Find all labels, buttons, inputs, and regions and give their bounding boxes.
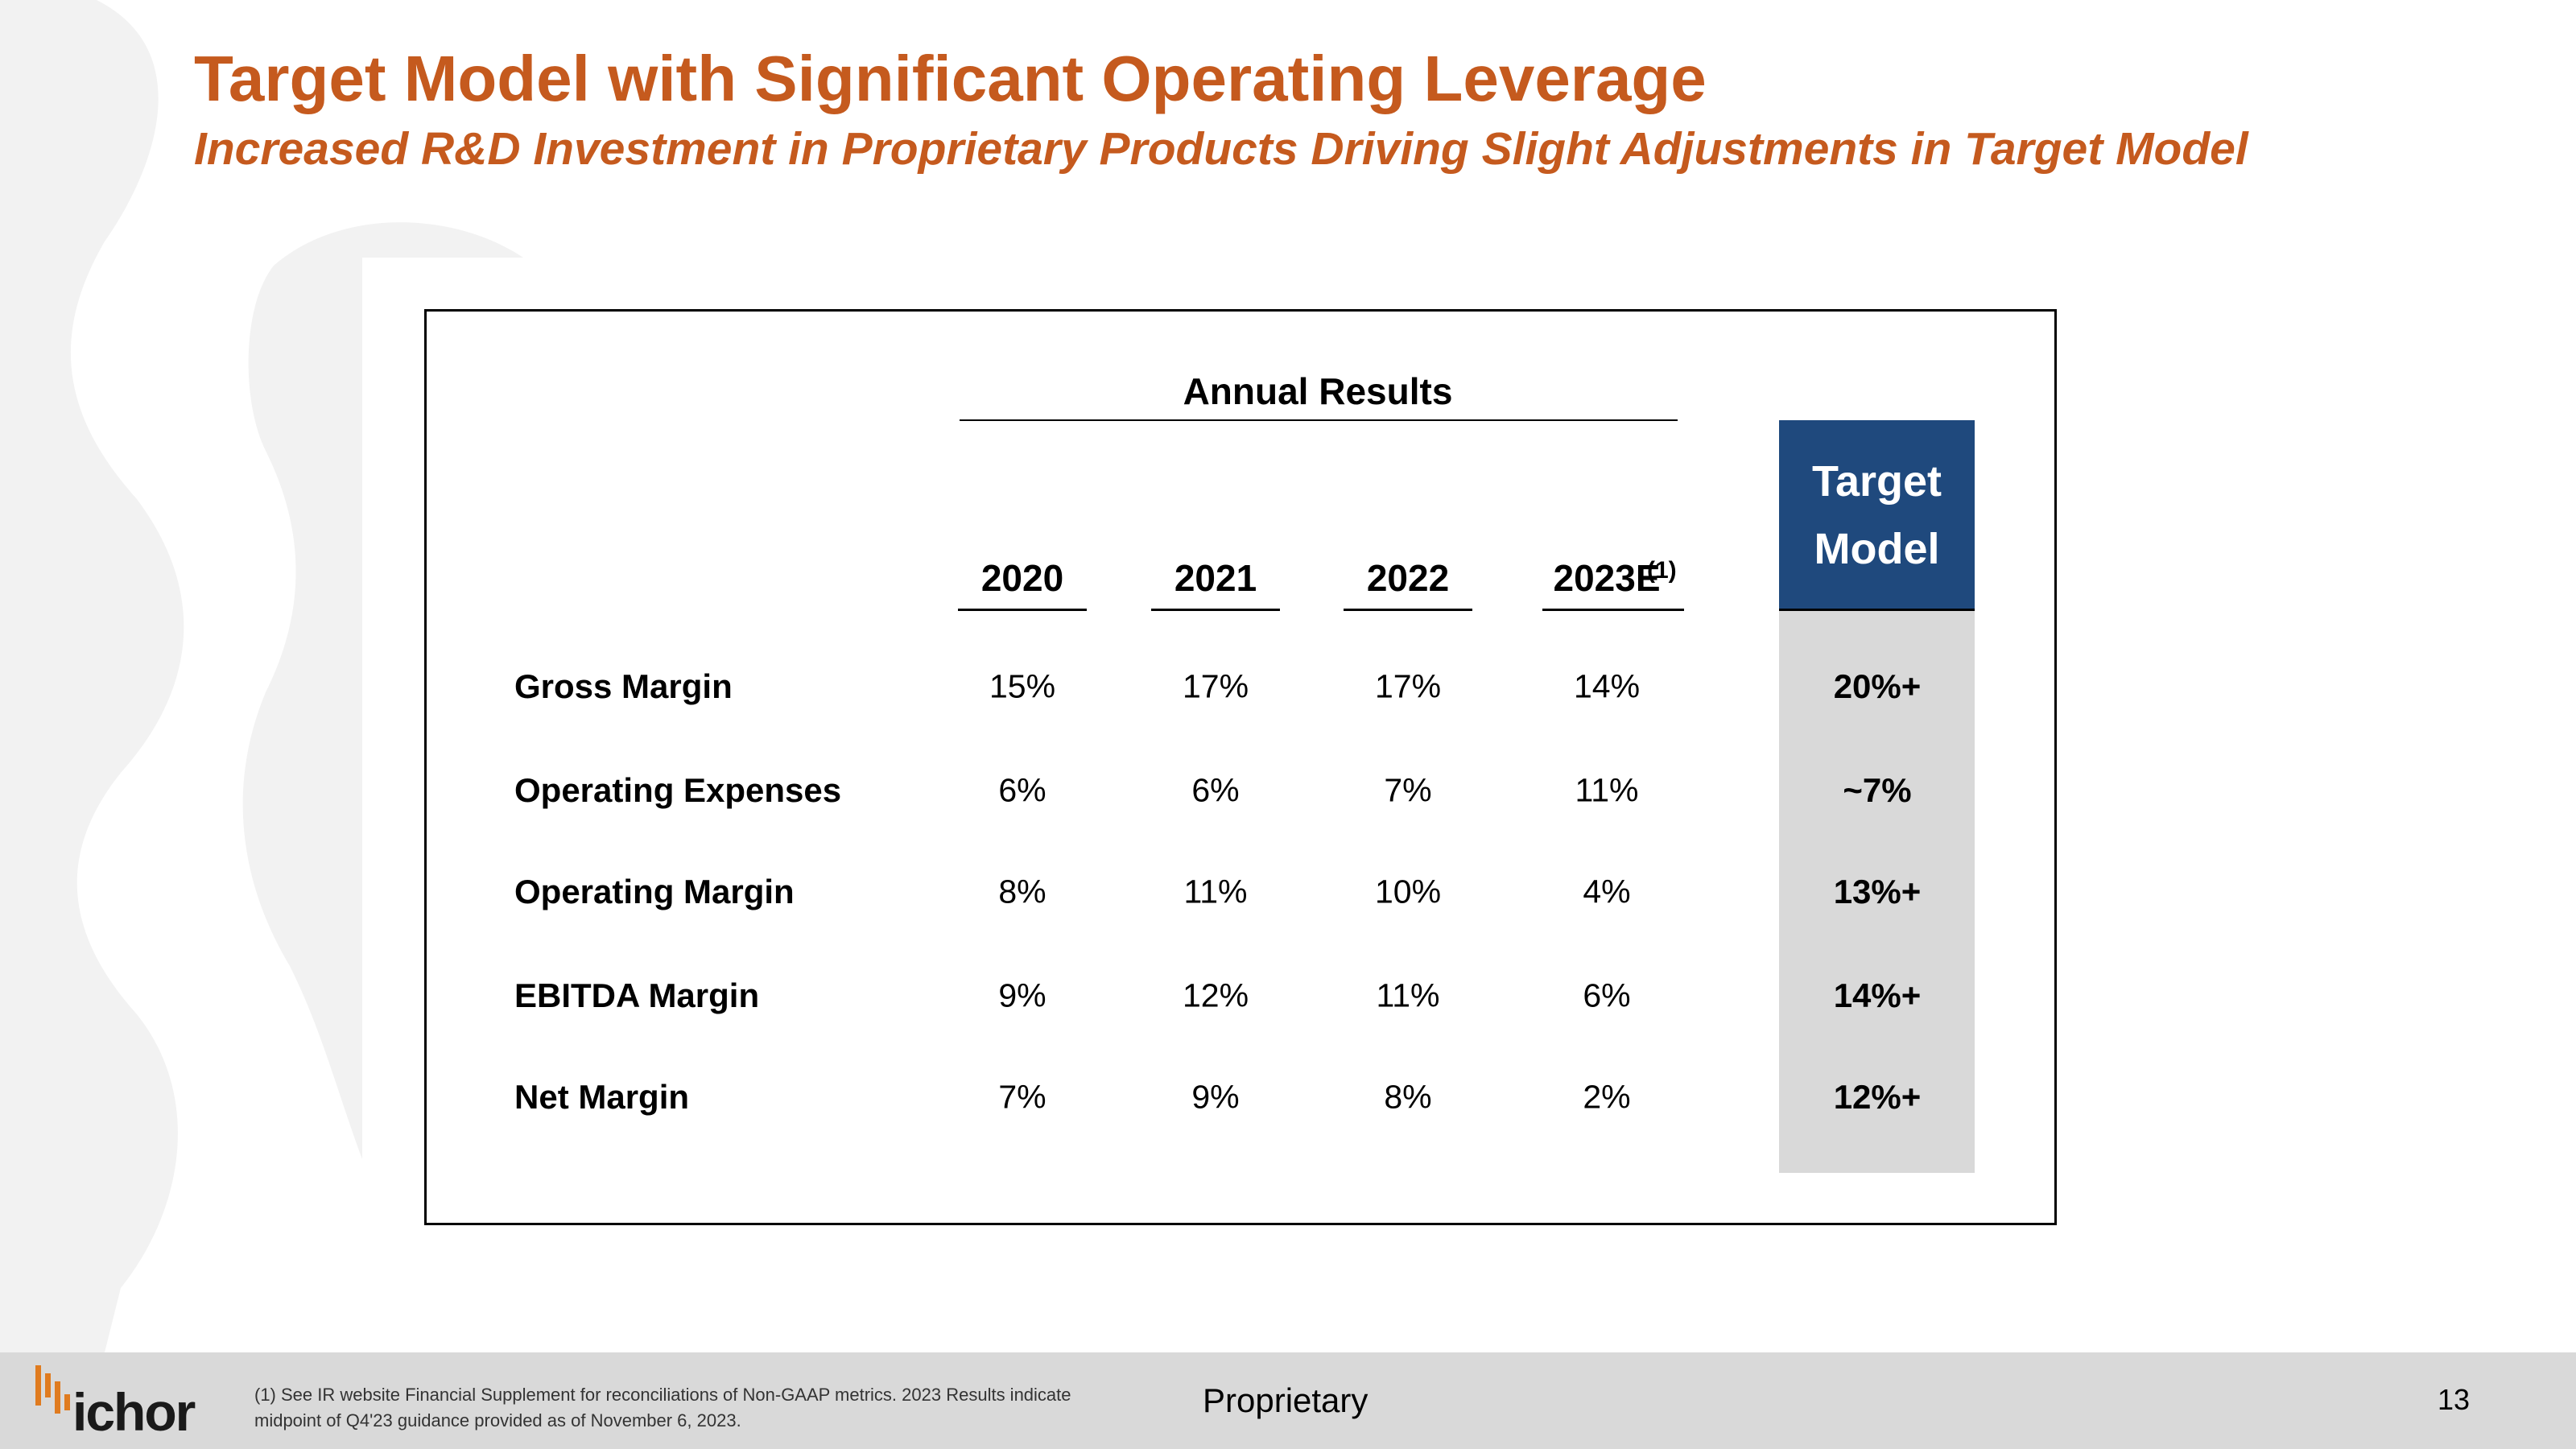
cell-value: 7% xyxy=(998,1078,1046,1116)
footer xyxy=(0,1352,2576,1449)
cell-value: 17% xyxy=(1182,667,1249,705)
logo-mark xyxy=(35,1365,70,1414)
cell-value: 14% xyxy=(1573,667,1641,705)
column-header: 2021 xyxy=(1174,557,1257,599)
cell-value: 11% xyxy=(1376,976,1440,1014)
column-rule xyxy=(1151,609,1280,611)
row-label: Gross Margin xyxy=(514,667,733,705)
cell-value: 8% xyxy=(998,873,1046,910)
cell-value: 11% xyxy=(1575,771,1639,809)
cell-value: 15% xyxy=(989,667,1056,705)
logo-text: ichor xyxy=(72,1382,196,1442)
target-header: Target Model xyxy=(1779,420,1975,609)
column-rule xyxy=(958,609,1087,611)
classification: Proprietary xyxy=(1203,1381,1368,1419)
cell-value: 6% xyxy=(998,771,1046,809)
column-rule xyxy=(1344,609,1472,611)
footnote-line: midpoint of Q4'23 guidance provided as o… xyxy=(254,1410,741,1430)
column-header: 2022 xyxy=(1366,557,1450,599)
subtitle: Increased R&D Investment in Proprietary … xyxy=(194,123,2248,175)
target-value: 13%+ xyxy=(1833,873,1922,910)
target-column xyxy=(1779,609,1975,1173)
target-value: 12%+ xyxy=(1833,1078,1922,1116)
cell-value: 6% xyxy=(1583,976,1631,1014)
cell-value: 10% xyxy=(1374,873,1442,910)
cell-value: 17% xyxy=(1374,667,1442,705)
target-value: 14%+ xyxy=(1833,976,1922,1014)
page-number: 13 xyxy=(2438,1383,2471,1416)
target-value: 20%+ xyxy=(1833,667,1922,705)
target-value: ~7% xyxy=(1843,771,1912,809)
cell-value: 12% xyxy=(1182,976,1249,1014)
row-label: Operating Margin xyxy=(514,873,795,910)
cell-value: 9% xyxy=(998,976,1046,1014)
column-header: 2020 xyxy=(980,557,1064,599)
footnote-line: (1) See IR website Financial Supplement … xyxy=(254,1385,1071,1405)
cell-value: 2% xyxy=(1583,1078,1631,1116)
cell-value: 6% xyxy=(1191,771,1240,809)
target-rule xyxy=(1779,609,1975,611)
row-label: Operating Expenses xyxy=(514,771,842,809)
cell-value: 8% xyxy=(1384,1078,1432,1116)
column-note: (1) xyxy=(1647,557,1677,584)
cell-value: 4% xyxy=(1583,873,1631,910)
cell-value: 9% xyxy=(1191,1078,1240,1116)
row-label: Net Margin xyxy=(514,1078,690,1116)
column-rule xyxy=(1542,609,1684,611)
background-waves xyxy=(0,0,523,1352)
title: Target Model with Significant Operating … xyxy=(194,43,1707,114)
cell-value: 11% xyxy=(1183,873,1248,910)
column-header: 2023E xyxy=(1553,557,1661,599)
row-label: EBITDA Margin xyxy=(514,976,760,1014)
cell-value: 7% xyxy=(1384,771,1432,809)
group-header: Annual Results xyxy=(1183,370,1453,412)
group-rule xyxy=(960,419,1678,421)
